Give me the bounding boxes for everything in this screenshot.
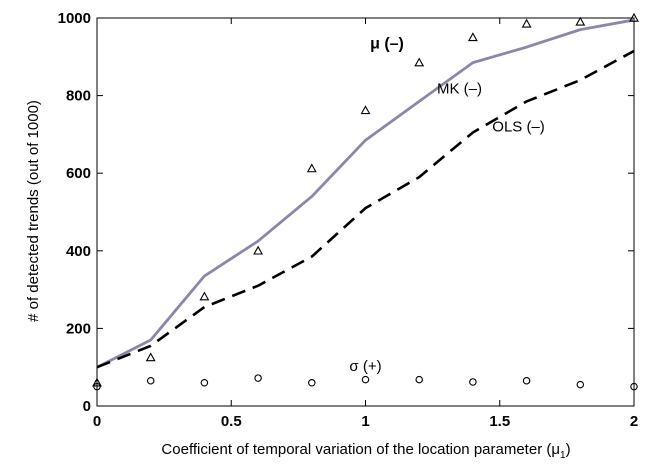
circle-marker bbox=[200, 378, 209, 387]
x-axis-ticks: 0 0.5 1 1.5 2 bbox=[93, 18, 638, 430]
circle-marker bbox=[469, 378, 477, 386]
triangle-marker bbox=[306, 163, 317, 173]
circle-marker bbox=[415, 375, 423, 384]
y-tick-label: 800 bbox=[66, 88, 91, 105]
series-layer bbox=[92, 12, 639, 391]
annotations: μ (–) MK (–) OLS (–) σ (+) bbox=[349, 35, 544, 375]
triangle-marker bbox=[253, 245, 264, 255]
triangle-marker bbox=[414, 57, 425, 67]
triangle-marker bbox=[521, 18, 532, 28]
series-dashed bbox=[96, 49, 635, 369]
circle-marker bbox=[630, 382, 638, 391]
y-tick-label: 1000 bbox=[58, 10, 91, 27]
y-tick-label: 600 bbox=[66, 165, 91, 182]
annotation-label: MK (–) bbox=[437, 81, 482, 98]
y-axis-label: # of detected trends (out of 1000) bbox=[25, 100, 42, 322]
x-tick-label: 2 bbox=[630, 413, 638, 430]
x-tick-label: 0.5 bbox=[221, 413, 242, 430]
annotation-label: σ (+) bbox=[349, 358, 381, 375]
series-circle-markers bbox=[93, 374, 638, 391]
circle-marker bbox=[254, 374, 262, 382]
series-line bbox=[96, 49, 635, 369]
triangle-marker bbox=[92, 377, 102, 387]
triangle-marker bbox=[467, 32, 478, 42]
circle-marker bbox=[522, 377, 531, 385]
triangle-marker bbox=[575, 16, 586, 26]
x-tick-label: 0 bbox=[93, 413, 101, 430]
triangle-marker bbox=[145, 352, 156, 362]
x-axis-label: Coefficient of temporal variation of the… bbox=[161, 441, 570, 461]
annotation-label: μ (–) bbox=[370, 35, 404, 52]
annotation-label: OLS (–) bbox=[492, 118, 545, 135]
plot-frame bbox=[96, 17, 635, 407]
y-axis-ticks: 0 200 400 600 800 1000 bbox=[58, 10, 634, 415]
triangle-marker bbox=[629, 12, 639, 22]
y-tick-label: 400 bbox=[66, 243, 91, 260]
series-triangle-markers bbox=[92, 12, 639, 387]
y-tick-label: 200 bbox=[66, 320, 91, 337]
circle-marker bbox=[93, 382, 101, 391]
triangle-marker bbox=[360, 105, 371, 115]
triangle-marker bbox=[199, 291, 210, 301]
circle-marker bbox=[146, 377, 155, 385]
circle-marker bbox=[576, 380, 585, 389]
x-tick-label: 1 bbox=[361, 413, 369, 430]
plot-area bbox=[96, 17, 635, 407]
circle-marker bbox=[308, 378, 316, 387]
x-tick-label: 1.5 bbox=[489, 413, 510, 430]
y-tick-label: 0 bbox=[83, 398, 91, 415]
series-line bbox=[96, 18, 635, 369]
series-solid bbox=[96, 18, 635, 369]
circle-marker bbox=[361, 375, 370, 384]
